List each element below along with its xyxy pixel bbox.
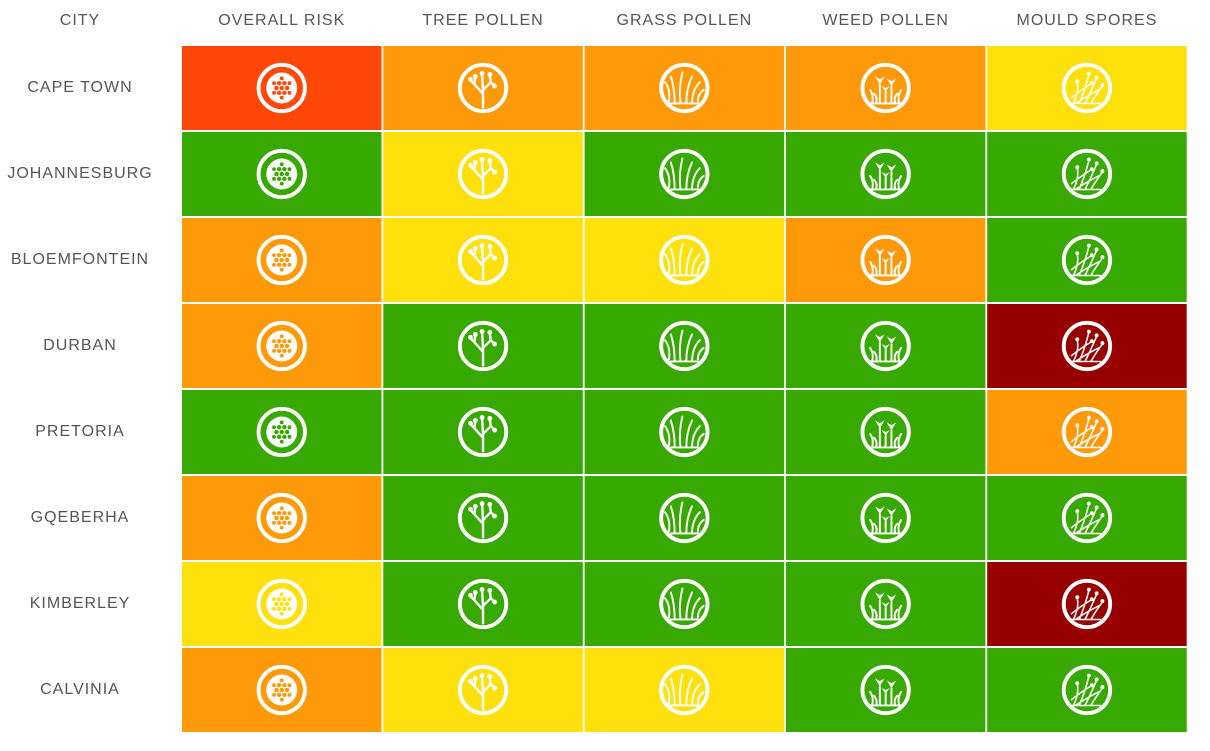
city-name: JOHANNESBURG	[7, 165, 152, 182]
city-name: CAPE TOWN	[27, 79, 132, 96]
risk-cell	[584, 218, 785, 302]
risk-cell	[584, 648, 785, 732]
risk-cell	[987, 562, 1187, 646]
risk-cell	[987, 132, 1187, 216]
risk-cell	[987, 390, 1187, 474]
column-header: MOULD SPORES	[1016, 12, 1157, 29]
city-name: KIMBERLEY	[30, 595, 131, 612]
column-header: WEED POLLEN	[822, 12, 949, 29]
city-name: DURBAN	[43, 337, 117, 354]
risk-cell	[584, 390, 785, 474]
risk-cell	[584, 46, 785, 130]
column-header: OVERALL RISK	[218, 12, 345, 29]
city-name: GQEBERHA	[31, 509, 130, 526]
column-header: TREE POLLEN	[422, 12, 543, 29]
risk-cell	[987, 476, 1187, 560]
risk-cell	[987, 648, 1187, 732]
city-name: BLOEMFONTEIN	[11, 251, 149, 268]
risk-cell	[987, 218, 1187, 302]
risk-cell	[584, 476, 785, 560]
risk-cell	[584, 304, 785, 388]
city-name: CALVINIA	[40, 681, 120, 698]
city-name: PRETORIA	[35, 423, 125, 440]
risk-cell	[987, 46, 1187, 130]
risk-cell	[584, 562, 785, 646]
column-header: CITY	[60, 12, 100, 29]
risk-cell	[987, 304, 1187, 388]
column-header: GRASS POLLEN	[617, 12, 753, 29]
risk-cell	[584, 132, 785, 216]
